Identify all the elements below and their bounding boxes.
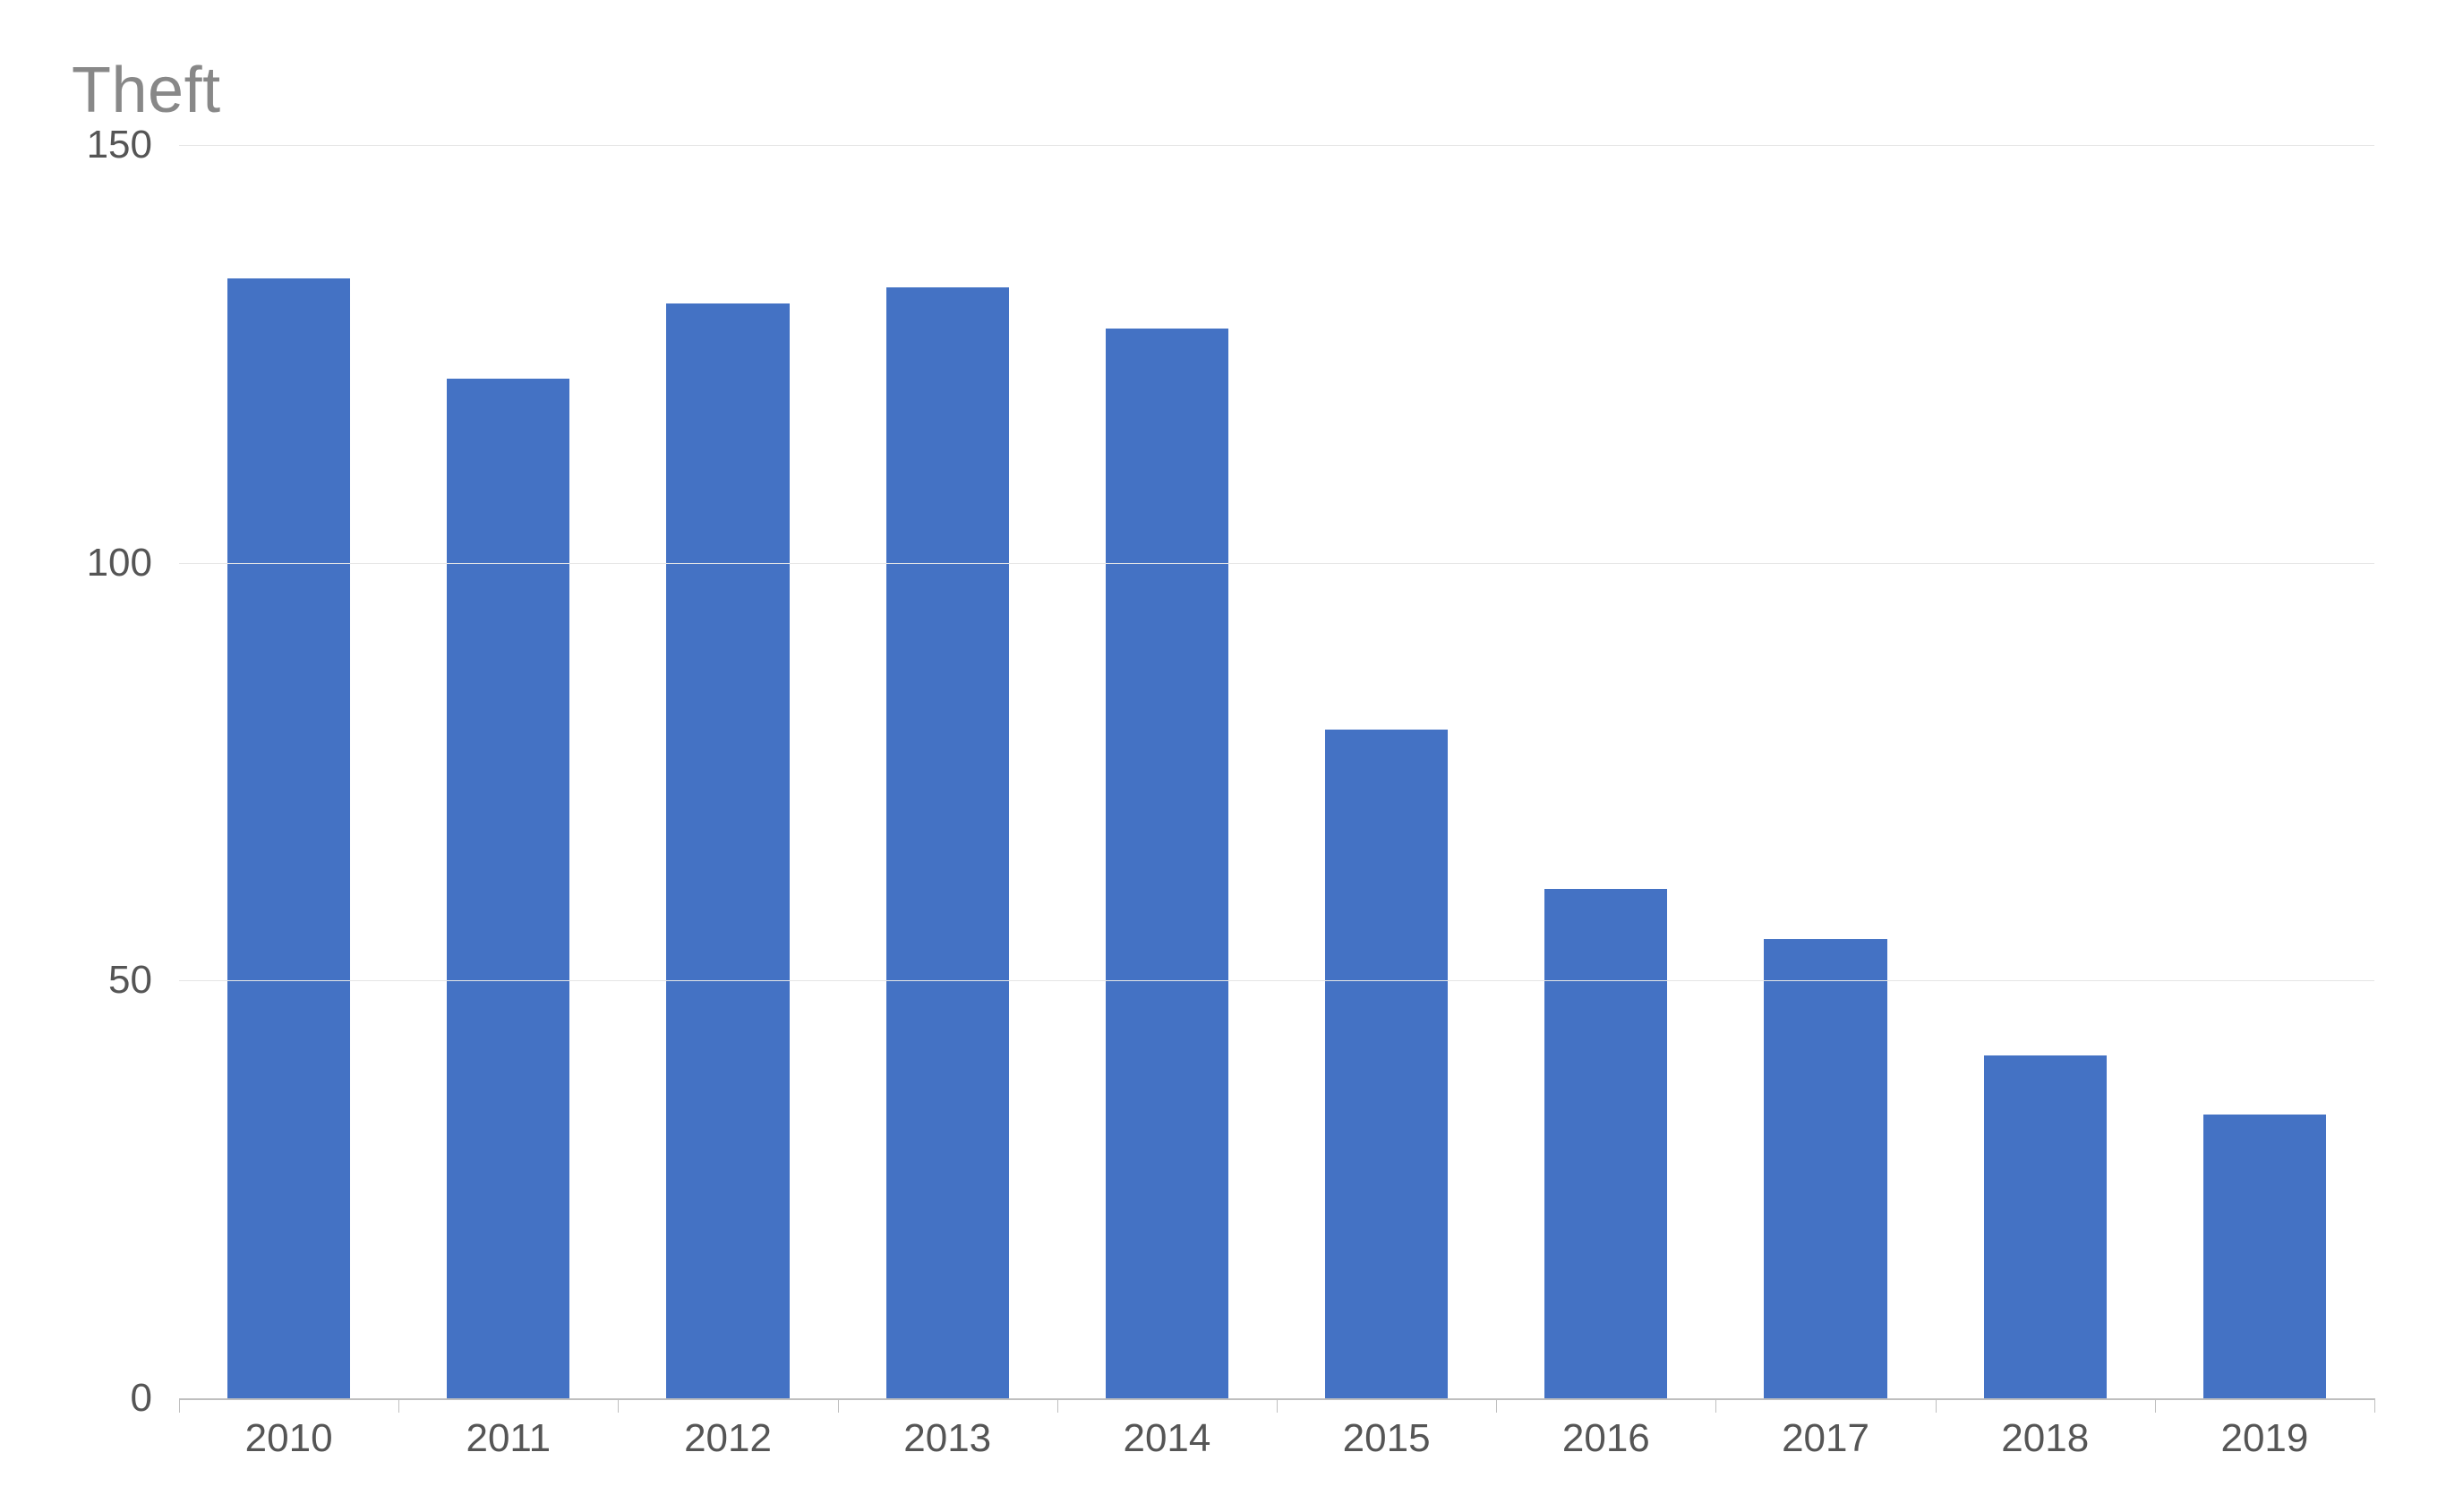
x-tick-separator — [838, 1398, 839, 1413]
gridline — [179, 563, 2374, 564]
y-tick-label: 50 — [108, 958, 152, 1003]
bar — [1984, 1055, 2107, 1398]
plot-region — [179, 145, 2374, 1398]
plot-area: 050100150 — [72, 145, 2374, 1398]
gridline — [179, 145, 2374, 146]
bar — [1106, 329, 1228, 1398]
bar — [666, 303, 789, 1398]
x-tick-separator — [618, 1398, 619, 1413]
x-tick-label: 2010 — [179, 1416, 398, 1461]
y-tick-label: 150 — [87, 123, 152, 167]
x-axis: 2010201120122013201420152016201720182019 — [179, 1416, 2374, 1461]
bar — [2203, 1115, 2326, 1398]
bars-container — [179, 145, 2374, 1398]
x-tick-label: 2015 — [1277, 1416, 1496, 1461]
bar-slot — [838, 145, 1057, 1398]
bar — [1764, 939, 1886, 1398]
y-tick-label: 0 — [131, 1376, 152, 1421]
theft-bar-chart: Theft 0 50 100 150 201020112012201320142015… — [0, 0, 2446, 1512]
bar-slot — [179, 145, 398, 1398]
x-tick-label: 2011 — [398, 1416, 618, 1461]
x-tick-label: 2014 — [1057, 1416, 1277, 1461]
bar — [886, 287, 1009, 1398]
x-tick-separator — [2374, 1398, 2375, 1413]
x-tick-separator — [1715, 1398, 1716, 1413]
bar-slot — [1277, 145, 1496, 1398]
x-tick-label: 2018 — [1936, 1416, 2155, 1461]
y-axis: 050100150 — [72, 145, 179, 1398]
x-tick-separator — [1277, 1398, 1278, 1413]
x-tick-separator — [2155, 1398, 2156, 1413]
bar-slot — [2155, 145, 2374, 1398]
x-tick-separator — [1057, 1398, 1058, 1413]
bar — [447, 379, 569, 1398]
x-tick-label: 2013 — [838, 1416, 1057, 1461]
bar-slot — [1936, 145, 2155, 1398]
x-tick-separator — [398, 1398, 399, 1413]
x-tick-separator — [1496, 1398, 1497, 1413]
bar — [1544, 889, 1667, 1398]
bar-slot — [618, 145, 837, 1398]
bar-slot — [398, 145, 618, 1398]
chart-title: Theft — [72, 54, 2374, 127]
bar-slot — [1715, 145, 1935, 1398]
bar-slot — [1496, 145, 1715, 1398]
bar — [1325, 730, 1448, 1398]
x-tick-separator — [1936, 1398, 1937, 1413]
x-tick-label: 2019 — [2155, 1416, 2374, 1461]
x-tick-label: 2012 — [618, 1416, 837, 1461]
gridline — [179, 980, 2374, 981]
x-tick-label: 2017 — [1715, 1416, 1935, 1461]
x-tick-separator — [179, 1398, 180, 1413]
x-tick-label: 2016 — [1496, 1416, 1715, 1461]
bar-slot — [1057, 145, 1277, 1398]
bar — [227, 278, 350, 1398]
y-tick-label: 100 — [87, 541, 152, 585]
